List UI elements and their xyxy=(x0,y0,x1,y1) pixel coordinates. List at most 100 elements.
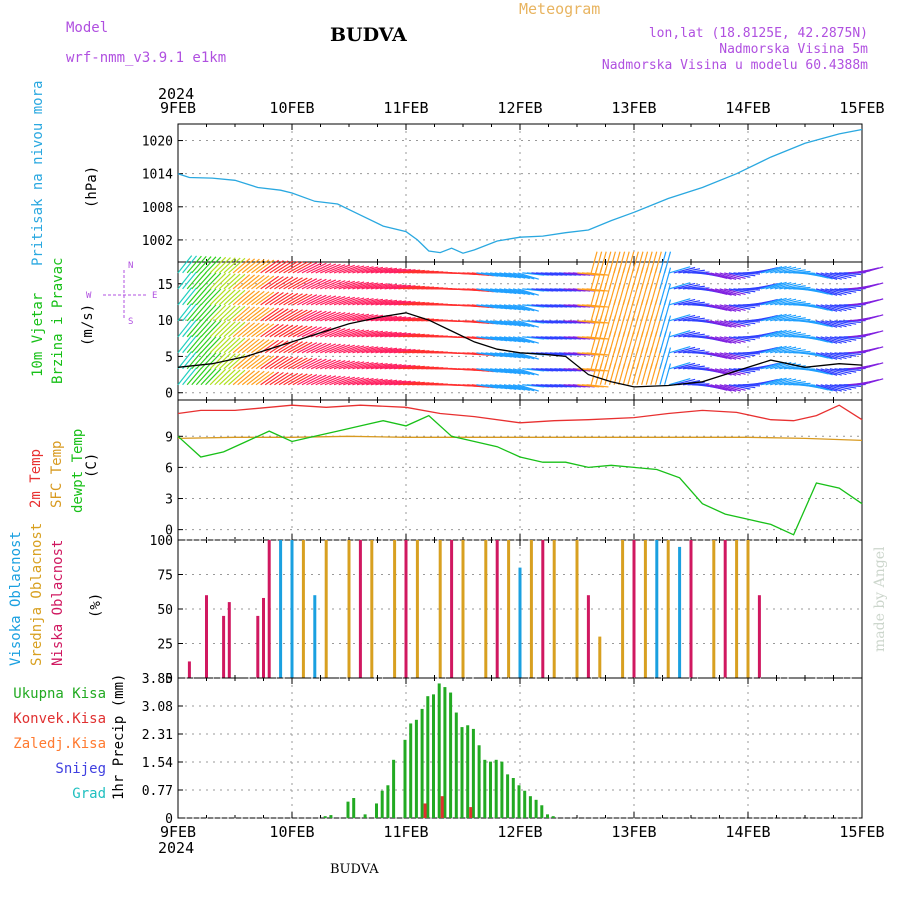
wind-barb xyxy=(499,304,521,311)
wind-barb xyxy=(237,290,256,306)
wind-barb xyxy=(490,336,512,342)
precip-bar xyxy=(466,725,470,818)
model-name: wrf-nmm_v3.9.1 e1km xyxy=(66,50,227,66)
wind-barb xyxy=(338,344,360,354)
wind-barb xyxy=(398,317,421,322)
wind-barb xyxy=(682,285,705,290)
precip-bar xyxy=(443,687,447,818)
wind-barb xyxy=(255,307,275,322)
wind-barb xyxy=(366,299,388,306)
wind-barb xyxy=(673,378,696,386)
wind-barb xyxy=(324,343,346,354)
wind-barb xyxy=(669,314,691,322)
wind-barb xyxy=(315,279,337,290)
wind-barb xyxy=(673,346,696,354)
wind-barb xyxy=(402,333,425,338)
wind-barb xyxy=(191,367,207,386)
wind-barb xyxy=(705,320,728,327)
wind-barb xyxy=(770,345,792,354)
wind-barb xyxy=(329,344,351,354)
year-bottom: 2024 xyxy=(158,839,194,857)
wind-barb xyxy=(297,262,318,274)
wind-barb xyxy=(283,293,303,306)
wind-barb xyxy=(246,370,265,386)
wind-barb xyxy=(503,368,526,375)
wind-barb xyxy=(494,352,517,358)
wind-barb xyxy=(815,288,838,296)
wind-barb xyxy=(283,277,303,290)
wind-barb xyxy=(389,380,411,386)
wind-barb xyxy=(517,336,539,344)
wind-barb xyxy=(292,293,313,306)
wind-barb xyxy=(264,339,284,354)
wind-barb xyxy=(310,311,332,322)
wind-barb xyxy=(379,284,402,290)
wind-barb xyxy=(604,251,612,274)
wind-barb xyxy=(839,272,862,276)
wind-barb xyxy=(765,281,787,290)
wind-barb xyxy=(251,307,270,322)
wind-barb xyxy=(287,309,308,322)
time-tick-top: 10FEB xyxy=(269,99,314,117)
wind-barb xyxy=(834,320,857,325)
wind-barb xyxy=(490,384,512,390)
wind-barb xyxy=(370,363,393,370)
wind-barb xyxy=(770,281,792,290)
wind-barb xyxy=(705,272,728,279)
temp-sfc-label: SFC Temp xyxy=(49,440,65,508)
wind-barb xyxy=(861,346,884,354)
wind-barb xyxy=(861,362,884,370)
wind-barb xyxy=(834,304,857,309)
wind-barb xyxy=(356,266,379,274)
wind-barb xyxy=(834,368,857,373)
wind-barb xyxy=(393,349,416,354)
wind-barb xyxy=(283,357,303,370)
wind-barb xyxy=(811,304,833,312)
wind-barb xyxy=(214,321,231,338)
time-axis-group: 9FEB 9FEB 10FEB 10FEB 11FEB 11FEB 12FEB 12FEB 13… xyxy=(158,85,885,857)
wind-barb xyxy=(765,313,787,322)
cloud-bar xyxy=(507,540,511,678)
panel-frame xyxy=(177,123,863,263)
wind-barb xyxy=(682,301,705,306)
wind-barb xyxy=(503,336,526,343)
wind-barb xyxy=(241,370,260,386)
wind-barb xyxy=(724,288,746,295)
cloud-bar xyxy=(393,540,397,678)
wind-barb xyxy=(393,381,416,386)
wind-barb xyxy=(191,287,207,306)
wind-barb xyxy=(402,381,425,386)
wind-barb xyxy=(770,377,792,386)
wind-barb xyxy=(815,336,838,344)
wind-barb xyxy=(200,352,217,370)
wind-barb xyxy=(324,375,346,386)
cloud-bar xyxy=(267,540,271,678)
wind-barb xyxy=(779,331,802,338)
wind-barb xyxy=(255,291,275,306)
cloud-bar xyxy=(757,595,761,678)
wind-barb xyxy=(306,326,327,338)
cloud-bar xyxy=(404,540,408,678)
wind-barb xyxy=(499,384,521,391)
wind-barb xyxy=(329,312,351,322)
wind-barb xyxy=(246,354,265,370)
precip-bar xyxy=(477,745,481,818)
wind-barb xyxy=(719,304,741,312)
station-title: BUDVA xyxy=(330,24,407,46)
cloud-bar xyxy=(689,540,693,678)
wind-barb xyxy=(705,304,728,311)
wind-barb xyxy=(384,300,407,306)
wind-barb xyxy=(195,272,212,290)
wind-barb xyxy=(664,347,672,369)
wind-barb xyxy=(195,320,212,338)
wind-barb xyxy=(292,277,313,290)
wind-barb xyxy=(356,346,379,354)
wind-barb xyxy=(366,362,388,370)
y-tick-label: 1020 xyxy=(142,135,173,150)
wind-barb xyxy=(788,302,811,306)
precip-bar xyxy=(469,807,473,818)
wind-barb xyxy=(191,255,207,274)
wind-barb xyxy=(687,287,710,290)
wind-barb xyxy=(490,320,512,326)
wind-barb xyxy=(186,255,202,274)
